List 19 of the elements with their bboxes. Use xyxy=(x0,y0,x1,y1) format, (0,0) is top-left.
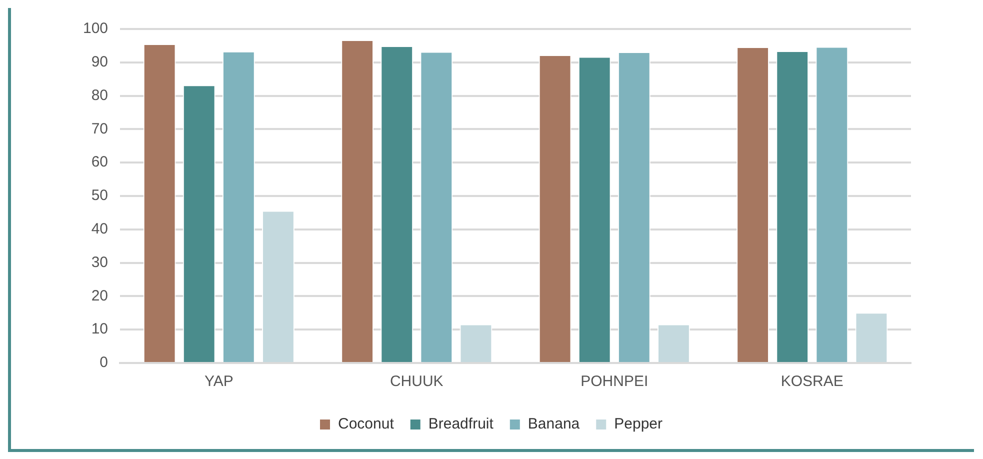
y-tick-label: 20 xyxy=(91,287,108,304)
x-tick-label: YAP xyxy=(204,373,234,390)
y-tick-label: 90 xyxy=(91,54,108,71)
y-tick-label: 0 xyxy=(100,354,108,372)
y-tick-label: 10 xyxy=(91,320,108,338)
x-tick-label: KOSRAE xyxy=(780,373,844,390)
y-tick-label: 30 xyxy=(91,254,108,271)
y-tick-label: 60 xyxy=(91,154,108,171)
y-tick-label: 100 xyxy=(82,20,108,38)
legend-label: Coconut xyxy=(338,416,395,433)
y-tick-label: 50 xyxy=(91,187,108,204)
legend-label: Breadfruit xyxy=(428,416,494,433)
y-tick-label: 80 xyxy=(91,86,108,104)
x-tick-label: POHNPEI xyxy=(580,373,648,390)
y-tick-label: 70 xyxy=(91,120,108,138)
legend-label: Pepper xyxy=(614,416,662,433)
legend-label: Banana xyxy=(528,416,580,433)
y-tick-label: 40 xyxy=(91,220,108,238)
x-tick-label: CHUUK xyxy=(390,373,444,390)
